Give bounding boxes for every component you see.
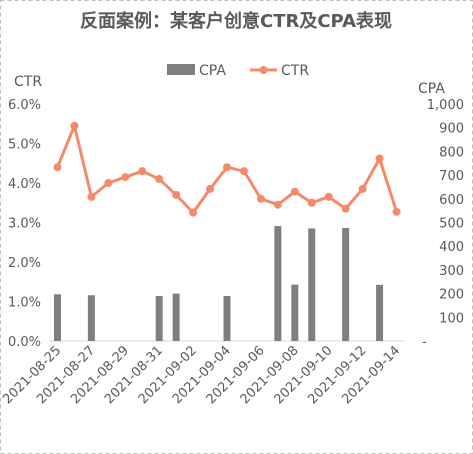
cpa-bar <box>87 295 95 341</box>
left-axis-ticks: 0.0% 1.0% 2.0% 3.0% 4.0% 5.0% 6.0% <box>8 98 41 350</box>
left-axis-label: CTR <box>14 74 42 90</box>
left-tick-label: 1.0% <box>8 296 41 311</box>
ctr-point <box>341 204 350 213</box>
cpa-bar <box>53 294 61 341</box>
cpa-bar <box>155 295 163 341</box>
ctr-point <box>290 187 299 196</box>
right-axis-label: CPA <box>418 81 445 97</box>
right-tick-label: 400 <box>439 240 464 255</box>
right-tick-label: - <box>422 335 427 350</box>
right-tick-label: 700 <box>439 169 464 184</box>
ctr-point <box>138 167 147 176</box>
left-tick-label: 0.0% <box>8 335 41 350</box>
right-tick-label: 900 <box>439 122 464 137</box>
cpa-bar <box>376 284 384 341</box>
ctr-point <box>104 179 113 187</box>
ctr-point <box>87 192 96 201</box>
ctr-point <box>53 163 62 172</box>
ctr-point <box>273 200 282 209</box>
left-tick-label: 6.0% <box>8 98 41 113</box>
left-tick-label: 2.0% <box>8 256 41 271</box>
cpa-bar <box>342 227 350 341</box>
cpa-bar <box>223 295 231 341</box>
ctr-point <box>70 121 79 130</box>
ctr-point <box>392 207 401 216</box>
ctr-point <box>239 167 248 176</box>
right-tick-label: 600 <box>439 193 464 208</box>
right-tick-label: 200 <box>439 288 464 303</box>
right-tick-label: 800 <box>439 145 464 160</box>
cpa-bar <box>291 284 299 341</box>
legend: CPA CTR <box>167 63 309 79</box>
cpa-bars <box>53 226 384 341</box>
legend-swatch-cpa <box>167 64 195 75</box>
chart-title: 反面案例：某客户创意CTR及CPA表现 <box>80 10 392 32</box>
ctr-point <box>206 184 215 193</box>
ctr-point <box>375 154 384 163</box>
right-axis-ticks: -100 200 300 400 500 600 700 800 900 1,000 <box>422 98 464 350</box>
legend-label-cpa: CPA <box>199 63 226 79</box>
left-tick-label: 5.0% <box>8 138 41 153</box>
left-tick-label: 4.0% <box>8 177 41 192</box>
ctr-point <box>324 192 333 201</box>
legend-marker-ctr <box>259 66 268 74</box>
ctr-point <box>155 175 164 184</box>
ctr-point <box>121 173 130 182</box>
right-tick-label: 100 <box>439 311 464 326</box>
ctr-point <box>189 208 198 217</box>
ctr-line-series <box>53 121 401 217</box>
ctr-point <box>358 184 367 193</box>
legend-label-ctr: CTR <box>281 63 309 79</box>
right-tick-label: 300 <box>439 264 464 279</box>
cpa-bar <box>172 293 180 341</box>
right-tick-label: 1,000 <box>427 98 464 113</box>
right-tick-label: 500 <box>439 217 464 232</box>
ctr-point <box>223 163 231 172</box>
ctr-point <box>307 198 316 207</box>
left-tick-label: 3.0% <box>8 217 41 232</box>
ctr-point <box>172 190 181 199</box>
cpa-bar <box>308 228 316 341</box>
ctr-point <box>256 194 265 203</box>
cpa-bar <box>274 226 282 341</box>
